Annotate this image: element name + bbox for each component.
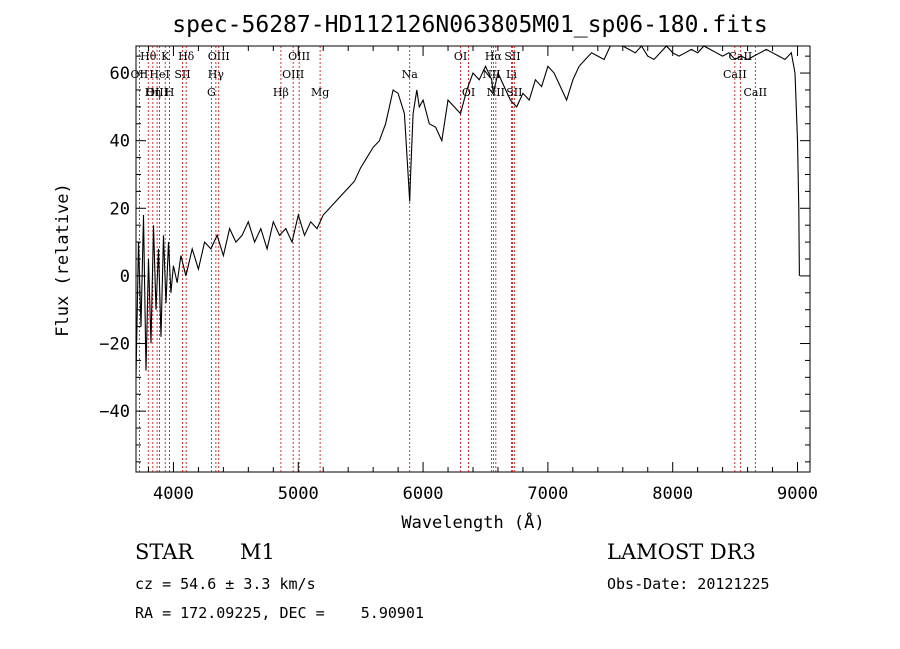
x-tick-label: 5000 bbox=[278, 484, 319, 504]
y-tick-label: −40 bbox=[99, 402, 130, 422]
x-tick-label: 6000 bbox=[403, 484, 444, 504]
line-marker-label: OII bbox=[131, 68, 149, 81]
line-marker-label: CaII bbox=[743, 86, 767, 99]
line-marker-label: H bbox=[165, 86, 175, 99]
spectrum-line bbox=[135, 45, 800, 378]
observation-date: Obs-Date: 20121225 bbox=[607, 575, 770, 593]
line-marker-label: OIII bbox=[208, 50, 230, 63]
line-marker-label: CaII bbox=[723, 68, 747, 81]
line-marker-label: G bbox=[207, 86, 216, 99]
plot-frame bbox=[135, 45, 811, 473]
y-tick-label: 40 bbox=[110, 132, 130, 152]
line-marker-label: Hθ bbox=[140, 50, 157, 63]
line-marker-label: NII bbox=[482, 68, 500, 81]
ra-dec-coordinates: RA = 172.09225, DEC = 5.90901 bbox=[135, 604, 424, 622]
object-subclass: M1 bbox=[240, 540, 275, 564]
x-tick-label: 9000 bbox=[777, 484, 818, 504]
line-marker-label: Na bbox=[402, 68, 419, 81]
y-tick-label: −20 bbox=[99, 335, 130, 355]
object-type: STAR bbox=[135, 540, 194, 564]
line-marker-label: Hα bbox=[485, 50, 503, 63]
line-marker-label: SII bbox=[504, 50, 520, 63]
y-axis-ticks: −40 −20 0 20 40 60 bbox=[99, 55, 810, 463]
x-tick-label: 7000 bbox=[527, 484, 568, 504]
line-marker-label: HeI bbox=[149, 68, 169, 81]
survey-name: LAMOST DR3 bbox=[607, 540, 756, 564]
line-marker-label: Hη bbox=[145, 86, 161, 99]
line-marker-label: Mg bbox=[311, 86, 329, 99]
y-tick-label: 60 bbox=[110, 64, 130, 84]
line-marker-label: SII bbox=[506, 86, 522, 99]
y-tick-label: 0 bbox=[120, 267, 130, 287]
x-axis-ticks: 4000 5000 6000 7000 8000 9000 bbox=[147, 46, 818, 504]
line-markers bbox=[138, 46, 756, 472]
chart-title: spec-56287-HD112126N063805M01_sp06-180.f… bbox=[172, 12, 767, 38]
redshift-cz: cz = 54.6 ± 3.3 km/s bbox=[135, 575, 316, 593]
x-axis-label: Wavelength (Å) bbox=[401, 511, 544, 533]
line-marker-label: OI bbox=[462, 86, 475, 99]
line-marker-label: Hγ bbox=[208, 68, 225, 81]
line-marker-label: OIII bbox=[282, 68, 304, 81]
line-marker-label: OIII bbox=[146, 86, 168, 99]
line-marker-label: Hδ bbox=[178, 50, 195, 63]
line-marker-label: SII bbox=[174, 68, 190, 81]
line-marker-label: Hβ bbox=[273, 86, 289, 99]
y-tick-label: 20 bbox=[110, 199, 130, 219]
line-marker-label: OI bbox=[454, 50, 467, 63]
x-tick-label: 8000 bbox=[652, 484, 693, 504]
line-marker-label: NII bbox=[487, 86, 505, 99]
line-marker-label: OIII bbox=[288, 50, 310, 63]
y-axis-label: Flux (relative) bbox=[53, 183, 73, 337]
line-marker-label: K bbox=[161, 50, 170, 63]
x-tick-label: 4000 bbox=[153, 484, 194, 504]
line-marker-label: Li bbox=[506, 68, 517, 81]
